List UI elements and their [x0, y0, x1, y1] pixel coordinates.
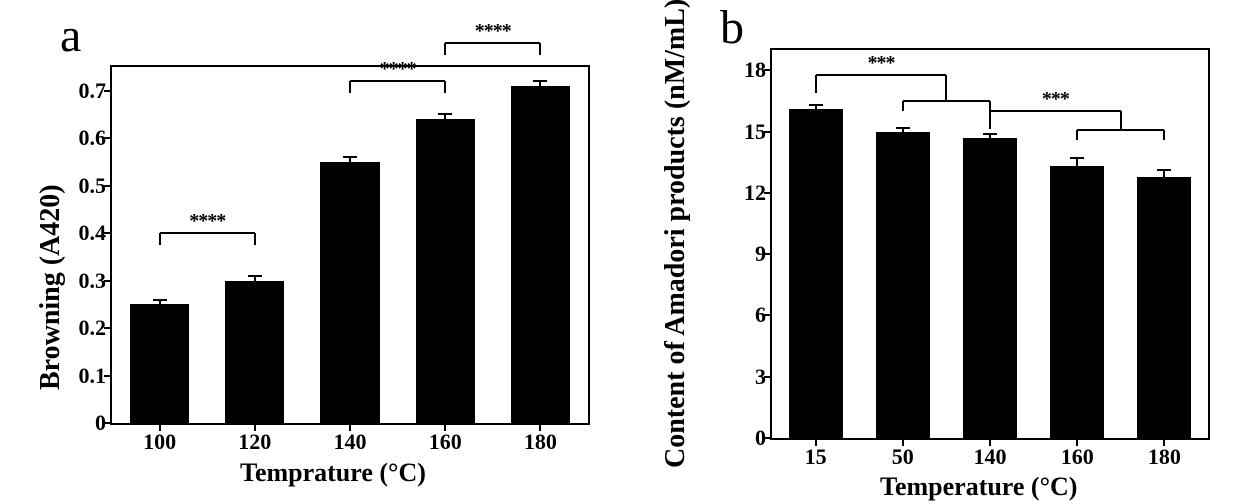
y-tick-label: 9 [706, 241, 772, 267]
y-tick-label: 0.5 [46, 173, 112, 199]
error-cap [1070, 157, 1084, 159]
panel-b: b Content of Amadori products (nM/mL) Te… [620, 0, 1240, 504]
error-cap [983, 133, 997, 135]
panel-a-plot-area: 00.10.20.30.40.50.60.7100120140160180***… [110, 65, 590, 425]
bar [876, 132, 930, 438]
bar [1137, 177, 1191, 438]
x-tick-label: 100 [143, 423, 176, 455]
x-tick-label: 120 [238, 423, 271, 455]
panel-a-xlabel: Temprature (°C) [240, 458, 426, 488]
y-tick-label: 12 [706, 180, 772, 206]
sig-bracket-line [444, 81, 446, 93]
sig-bracket-line [945, 75, 947, 102]
y-tick-label: 0 [46, 410, 112, 436]
error-cap [1157, 169, 1171, 171]
panel-b-plot-area: 03691215181550140160180****** [770, 48, 1210, 440]
x-tick-label: 140 [974, 438, 1007, 470]
error-cap [896, 127, 910, 129]
x-tick-label: 15 [805, 438, 827, 470]
sig-bracket-line [349, 81, 351, 93]
y-tick-label: 15 [706, 119, 772, 145]
figure-two-panel: a Browning (A420) Temprature (°C) 00.10.… [0, 0, 1240, 504]
sig-bracket-line [815, 75, 817, 83]
y-tick-label: 6 [706, 302, 772, 328]
x-tick-label: 160 [1061, 438, 1094, 470]
x-tick-label: 160 [429, 423, 462, 455]
x-tick-label: 180 [524, 423, 557, 455]
sig-bracket-line [1076, 130, 1078, 140]
panel-a-letter: a [60, 8, 81, 63]
bar [225, 281, 284, 423]
bar [320, 162, 379, 423]
error-cap [343, 156, 357, 158]
bar [130, 304, 189, 423]
y-tick-label: 0.6 [46, 125, 112, 151]
panel-b-ylabel: Content of Amadori products (nM/mL) [660, 0, 692, 468]
y-tick-label: 0 [706, 425, 772, 451]
sig-bracket-line [159, 233, 161, 245]
y-tick-label: 0.7 [46, 78, 112, 104]
y-tick-label: 18 [706, 57, 772, 83]
error-cap [438, 113, 452, 115]
sig-stars: **** [380, 58, 416, 81]
y-tick-label: 3 [706, 364, 772, 390]
bar [789, 109, 843, 438]
x-tick-label: 50 [892, 438, 914, 470]
sig-stars: *** [868, 52, 895, 75]
x-tick-label: 180 [1148, 438, 1181, 470]
sig-stars: **** [475, 20, 511, 43]
sig-bracket-line [815, 83, 817, 93]
y-tick-label: 0.4 [46, 220, 112, 246]
error-cap [153, 299, 167, 301]
sig-bracket-line [1163, 130, 1165, 140]
sig-bracket-line [1120, 111, 1122, 129]
sig-bracket-line [989, 119, 991, 129]
error-cap [533, 80, 547, 82]
y-tick-label: 0.1 [46, 363, 112, 389]
error-cap [248, 275, 262, 277]
panel-b-xlabel: Temperature (°C) [880, 472, 1077, 502]
y-tick-label: 0.2 [46, 315, 112, 341]
bar [963, 138, 1017, 438]
y-tick-label: 0.3 [46, 268, 112, 294]
bar [511, 86, 570, 423]
sig-bracket-line [444, 43, 446, 55]
sig-bracket-line [539, 43, 541, 55]
sig-bracket-line [254, 233, 256, 245]
sig-stars: **** [189, 210, 225, 233]
x-tick-label: 140 [334, 423, 367, 455]
sig-bracket-line [989, 111, 991, 119]
panel-b-letter: b [720, 0, 744, 55]
panel-a: a Browning (A420) Temprature (°C) 00.10.… [0, 0, 620, 504]
sig-stars: *** [1042, 88, 1069, 111]
error-bar [1076, 158, 1078, 166]
error-cap [809, 104, 823, 106]
bar [1050, 166, 1104, 438]
sig-bracket-line [902, 101, 904, 111]
bar [416, 119, 475, 423]
